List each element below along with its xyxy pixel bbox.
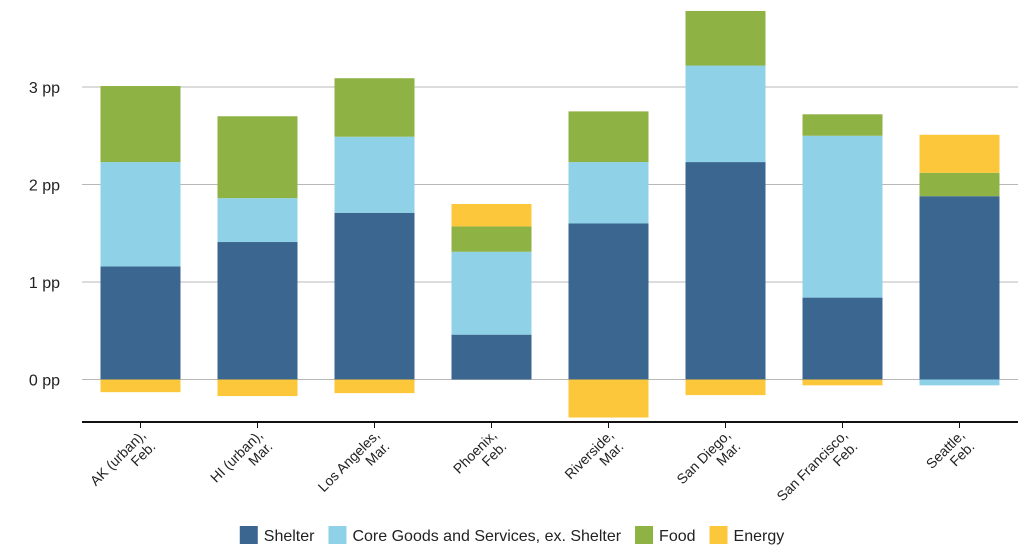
bar-segment-core-goods-and-services-ex-shelter xyxy=(334,136,415,213)
bar-group xyxy=(685,10,766,396)
bar-segment-shelter xyxy=(217,242,298,380)
y-tick-label: 0 pp xyxy=(29,373,60,390)
bar-segment-shelter xyxy=(451,334,532,380)
legend-label: Shelter xyxy=(264,528,315,545)
x-tick-label: Riverside,Mar. xyxy=(561,427,627,493)
bar-segment-core-goods-and-services-ex-shelter xyxy=(802,135,883,298)
x-axis-tick-labels: AK (urban),Feb. HI (urban),Mar. Los Angele… xyxy=(87,422,978,515)
legend-swatch xyxy=(635,526,654,544)
bar-segment-food xyxy=(568,111,649,163)
bar-group xyxy=(334,78,415,394)
legend-item: Energy xyxy=(709,526,785,545)
bar-segment-shelter xyxy=(919,196,1000,380)
bar-group xyxy=(802,114,883,386)
x-tick-label: AK (urban),Feb. xyxy=(87,427,160,500)
bar-segment-energy xyxy=(685,379,766,396)
legend-label: Energy xyxy=(734,528,785,545)
legend-swatch xyxy=(328,526,347,544)
bar-segment-food xyxy=(217,116,298,199)
bar-segment-core-goods-and-services-ex-shelter xyxy=(217,198,298,243)
bar-group xyxy=(919,134,1000,386)
bar-segment-food xyxy=(334,78,415,137)
bar-group xyxy=(568,111,649,418)
bar-segment-energy xyxy=(802,379,883,386)
bar-segment-shelter xyxy=(802,297,883,380)
bar-group xyxy=(100,86,181,393)
bar-segment-shelter xyxy=(100,266,181,380)
bar-segment-core-goods-and-services-ex-shelter xyxy=(685,65,766,163)
bar-segment-energy xyxy=(334,379,415,394)
legend-swatch xyxy=(239,526,258,544)
bar-segment-energy xyxy=(100,379,181,393)
x-tick-label: Los Angeles,Mar. xyxy=(315,427,394,506)
x-tick-label: Phoenix,Feb. xyxy=(450,427,510,487)
bar-segment-core-goods-and-services-ex-shelter xyxy=(919,379,1000,386)
legend-label: Core Goods and Services, ex. Shelter xyxy=(352,528,621,545)
y-tick-label: 3 pp xyxy=(29,80,60,97)
x-tick-label: HI (urban),Mar. xyxy=(207,427,276,496)
x-tick-label: San Diego,Mar. xyxy=(673,427,744,498)
x-tick-label: Seattle,Feb. xyxy=(923,427,978,482)
x-tick-label: San Francisco,Feb. xyxy=(773,427,861,515)
bar-segment-shelter xyxy=(568,223,649,380)
legend-label: Food xyxy=(659,528,695,545)
bar-segment-food xyxy=(451,226,532,252)
y-tick-label: 1 pp xyxy=(29,275,60,292)
bar-segment-energy xyxy=(217,379,298,397)
y-tick-label: 2 pp xyxy=(29,178,60,195)
legend: Shelter Core Goods and Services, ex. Shel… xyxy=(239,526,785,545)
bar-segment-food xyxy=(685,10,766,66)
bar-segment-shelter xyxy=(334,212,415,380)
bar-segment-food xyxy=(100,86,181,163)
legend-swatch xyxy=(709,526,728,544)
bar-segment-energy xyxy=(919,134,1000,173)
bar-group xyxy=(217,116,298,397)
bar-segment-core-goods-and-services-ex-shelter xyxy=(100,162,181,267)
y-axis-tick-labels: 0 pp 1 pp 2 pp 3 pp xyxy=(29,80,60,390)
bar-segment-core-goods-and-services-ex-shelter xyxy=(451,251,532,335)
bar-segment-food xyxy=(802,114,883,136)
bar-segment-core-goods-and-services-ex-shelter xyxy=(568,162,649,224)
bar-group xyxy=(451,204,532,380)
bars xyxy=(100,10,1000,418)
legend-item: Food xyxy=(635,526,696,545)
bar-segment-food xyxy=(919,172,1000,197)
bar-segment-energy xyxy=(568,379,649,418)
bar-segment-shelter xyxy=(685,162,766,380)
legend-item: Core Goods and Services, ex. Shelter xyxy=(328,526,622,545)
bar-segment-energy xyxy=(451,204,532,227)
legend-item: Shelter xyxy=(239,526,315,545)
